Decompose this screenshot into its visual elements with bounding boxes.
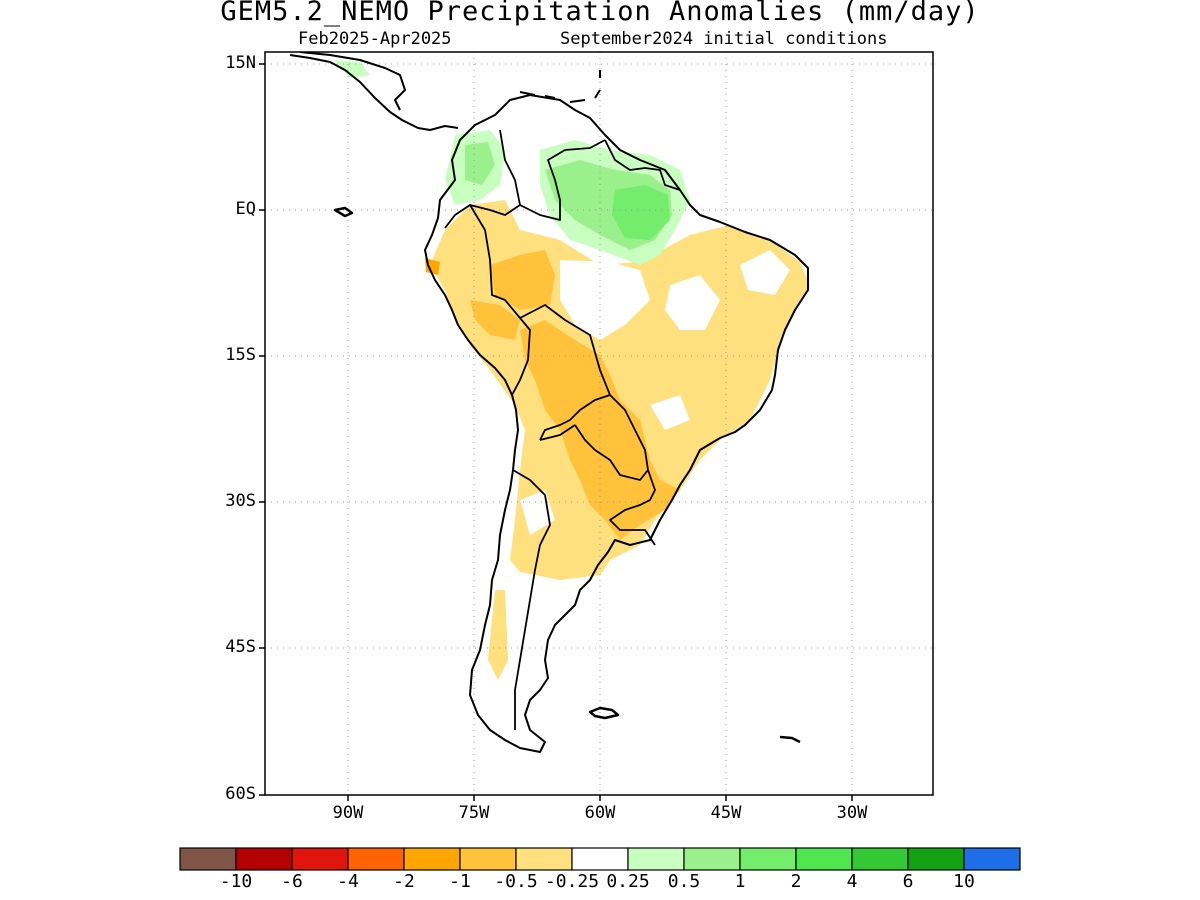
central-america-coastline xyxy=(289,52,459,131)
colorbar-label-7: 0.25 xyxy=(606,871,650,892)
lat-label-45s: 45S xyxy=(225,637,256,657)
neutral-gap-1 xyxy=(560,260,650,340)
south-georgia xyxy=(779,735,801,744)
colorbar-swatch-2 xyxy=(291,847,349,871)
colorbar-label-1: -6 xyxy=(281,871,303,892)
colorbar-swatch-10 xyxy=(739,847,797,871)
colorbar-swatch-4 xyxy=(403,847,461,871)
forecast-period: Feb2025-Apr2025 xyxy=(298,29,452,49)
lat-label-eq: EQ xyxy=(235,199,256,219)
colorbar-label-2: -4 xyxy=(337,871,359,892)
lat-label-60s: 60S xyxy=(225,784,256,804)
colorbar-label-5: -0.5 xyxy=(494,871,538,892)
colorbar-label-3: -2 xyxy=(393,871,415,892)
lon-label-60w: 60W xyxy=(584,803,616,823)
lat-label-15s: 15S xyxy=(225,345,256,365)
colorbar-label-11: 4 xyxy=(846,871,858,892)
colorbar xyxy=(179,847,1021,871)
lon-label-45w: 45W xyxy=(710,803,742,823)
colorbar-label-0: -10 xyxy=(219,871,253,892)
colorbar-label-10: 2 xyxy=(790,871,802,892)
neutral-gap-3 xyxy=(740,250,790,295)
south-america-coastline xyxy=(424,94,809,753)
initial-conditions: September2024 initial conditions xyxy=(560,29,888,49)
dry-region-north xyxy=(490,250,555,310)
colorbar-swatch-12 xyxy=(851,847,909,871)
ticks xyxy=(259,63,853,801)
lon-label-90w: 90W xyxy=(332,803,364,823)
wet-region-amazon-mouth xyxy=(612,185,670,240)
galapagos xyxy=(333,206,354,218)
colorbar-swatch-7 xyxy=(571,847,629,871)
lon-label-75w: 75W xyxy=(458,803,490,823)
colorbar-label-12: 6 xyxy=(902,871,914,892)
colorbar-swatch-8 xyxy=(627,847,685,871)
neutral-gap-2 xyxy=(665,275,720,330)
lat-label-30s: 30S xyxy=(225,491,256,511)
caribbean-islands xyxy=(519,70,601,103)
colorbar-label-13: 10 xyxy=(953,871,975,892)
dry-strip-chile xyxy=(488,590,508,680)
colorbar-label-8: 0.5 xyxy=(667,871,701,892)
map-title: GEM5.2_NEMO Precipitation Anomalies (mm/… xyxy=(220,0,980,27)
falkland-islands xyxy=(588,706,620,720)
colorbar-swatch-5 xyxy=(459,847,517,871)
wet-region-colombia-core xyxy=(465,142,495,185)
dry-spot-peru xyxy=(425,258,440,275)
neutral-gap-5 xyxy=(650,395,690,430)
colorbar-label-9: 1 xyxy=(734,871,746,892)
lon-label-30w: 30W xyxy=(836,803,868,823)
colorbar-swatch-14 xyxy=(963,847,1021,871)
colorbar-label-4: -1 xyxy=(449,871,471,892)
colorbar-swatch-13 xyxy=(907,847,965,871)
colorbar-label-6: -0.25 xyxy=(544,871,600,892)
dry-region-west xyxy=(470,300,520,340)
colorbar-swatch-6 xyxy=(515,847,573,871)
colorbar-swatch-9 xyxy=(683,847,741,871)
anomaly-shading xyxy=(335,60,810,680)
country-borders xyxy=(444,129,681,730)
colorbar-swatch-3 xyxy=(347,847,405,871)
colorbar-swatch-0 xyxy=(179,847,237,871)
colorbar-swatch-11 xyxy=(795,847,853,871)
lat-label-15n: 15N xyxy=(225,53,256,73)
plot-frame xyxy=(264,51,934,796)
coastlines xyxy=(289,52,809,753)
colorbar-swatch-1 xyxy=(235,847,293,871)
